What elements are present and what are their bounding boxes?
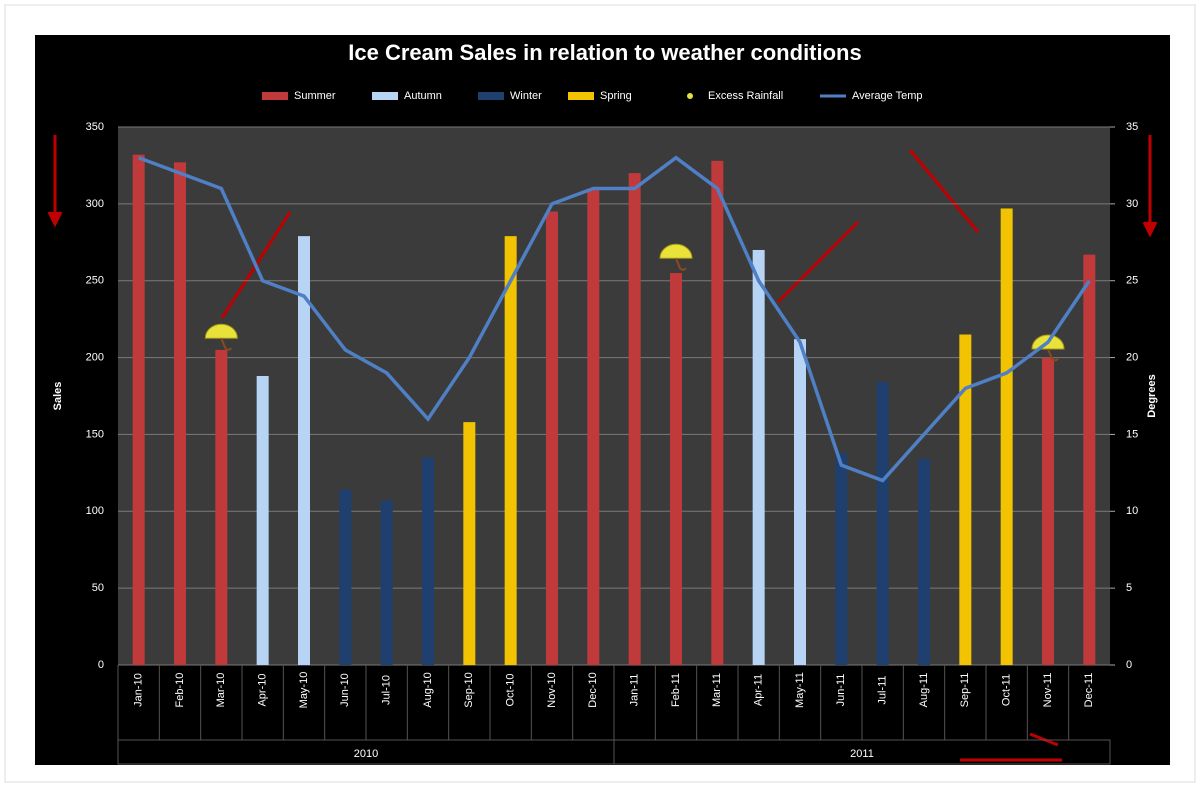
x-tick-label: Sep-10 xyxy=(463,672,475,707)
bar xyxy=(339,489,352,665)
bar xyxy=(546,211,558,666)
bar xyxy=(876,382,889,665)
x-tick-label: Jun-10 xyxy=(339,673,351,707)
y-axis-label: Sales xyxy=(52,382,64,411)
x-tick-label: Jun-11 xyxy=(835,674,847,707)
bar xyxy=(628,173,641,665)
y-tick-label: 100 xyxy=(86,505,104,517)
group-label: 2011 xyxy=(850,748,874,760)
legend-label: Autumn xyxy=(404,90,442,102)
plot-area xyxy=(118,127,1110,665)
y-tick-label: 300 xyxy=(86,198,104,210)
x-tick-label: Jan-11 xyxy=(629,674,641,707)
bar xyxy=(711,160,724,665)
y2-axis-label: Degrees xyxy=(1146,374,1158,417)
x-tick-label: Jan-10 xyxy=(133,673,145,707)
x-tick-label: Dec-11 xyxy=(1083,673,1095,708)
bar xyxy=(256,376,269,665)
x-tick-label: Nov-11 xyxy=(1042,673,1054,708)
line-series xyxy=(138,155,1091,483)
y-tick-label: 0 xyxy=(98,659,104,671)
x-tick-label: Apr-11 xyxy=(753,674,765,706)
x-tick-label: Jul-11 xyxy=(877,675,889,704)
rainfall-marker xyxy=(659,243,693,271)
x-tick-label: May-11 xyxy=(794,672,806,708)
x-tick-label: Feb-11 xyxy=(670,673,682,707)
y-tick-label: 250 xyxy=(86,275,104,287)
bar xyxy=(1042,357,1054,665)
y2-tick-label: 35 xyxy=(1126,121,1138,133)
y-tick-label: 150 xyxy=(86,428,104,440)
x-tick-label: Aug-11 xyxy=(918,673,930,708)
bar xyxy=(504,236,517,665)
bar xyxy=(835,452,848,665)
umbrella-handle xyxy=(220,337,233,351)
x-tick-label: Apr-10 xyxy=(257,673,269,706)
legend-swatch xyxy=(568,92,594,100)
legend-label: Spring xyxy=(600,90,632,102)
bar xyxy=(422,457,434,665)
legend-label: Excess Rainfall xyxy=(708,90,783,102)
x-tick-label: Aug-10 xyxy=(422,672,434,707)
bar xyxy=(670,273,682,665)
legend-label: Average Temp xyxy=(852,90,923,102)
legend-label: Summer xyxy=(294,90,336,102)
group-label: 2010 xyxy=(354,748,378,760)
bar xyxy=(587,190,600,665)
x-tick-label: Mar-11 xyxy=(711,673,723,707)
bar xyxy=(959,334,972,665)
bar xyxy=(132,154,145,665)
bar xyxy=(380,500,393,665)
chart-title: Ice Cream Sales in relation to weather c… xyxy=(348,40,861,65)
y2-tick-label: 15 xyxy=(1126,428,1138,440)
x-tick-label: Mar-10 xyxy=(215,673,227,708)
x-tick-label: Dec-10 xyxy=(587,672,599,707)
legend-swatch xyxy=(478,92,504,100)
bar xyxy=(918,459,930,665)
bar xyxy=(1083,254,1096,665)
y2-tick-label: 10 xyxy=(1126,505,1138,517)
umbrella xyxy=(659,243,693,259)
bar xyxy=(752,249,765,665)
x-tick-label: May-10 xyxy=(298,672,310,709)
bar xyxy=(794,339,806,665)
y2-tick-label: 5 xyxy=(1126,582,1132,594)
y-tick-label: 50 xyxy=(92,582,104,594)
x-tick-label: Oct-11 xyxy=(1001,674,1013,706)
y-tick-label: 200 xyxy=(86,351,104,363)
x-tick-label: Feb-10 xyxy=(174,673,186,708)
umbrella xyxy=(204,323,238,339)
y2-tick-label: 20 xyxy=(1126,351,1138,363)
umbrella-handle xyxy=(1047,348,1059,362)
x-tick-label: Jul-10 xyxy=(381,675,393,705)
umbrella-handle xyxy=(675,257,687,271)
x-tick-label: Oct-10 xyxy=(505,673,517,706)
y2-tick-label: 30 xyxy=(1126,198,1138,210)
x-tick-label: Sep-11 xyxy=(959,673,971,708)
legend-label: Winter xyxy=(510,90,542,102)
rainfall-marker xyxy=(204,323,238,351)
bar xyxy=(463,422,476,665)
y2-tick-label: 25 xyxy=(1126,275,1138,287)
y2-tick-label: 0 xyxy=(1126,659,1132,671)
group-box xyxy=(613,739,1111,765)
bar xyxy=(298,236,310,665)
annotation-arrows xyxy=(47,135,1158,762)
legend-swatch xyxy=(262,92,288,100)
x-tick-label: Nov-10 xyxy=(546,672,558,707)
bar xyxy=(215,349,228,665)
bar xyxy=(174,162,186,665)
legend-swatch xyxy=(687,93,693,99)
legend-swatch xyxy=(372,92,398,100)
bar xyxy=(1000,208,1013,665)
y-tick-label: 350 xyxy=(86,121,104,133)
